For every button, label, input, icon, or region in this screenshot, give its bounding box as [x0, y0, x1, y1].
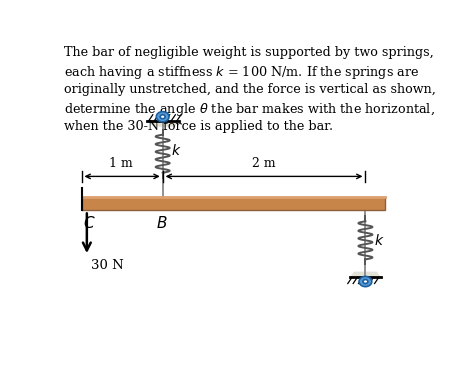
Text: determine the angle $\theta$ the bar makes with the horizontal,: determine the angle $\theta$ the bar mak… — [64, 101, 435, 118]
Text: The bar of negligible weight is supported by two springs,: The bar of negligible weight is supporte… — [64, 46, 434, 59]
Text: $C$: $C$ — [83, 215, 96, 231]
Text: $k$: $k$ — [374, 233, 384, 248]
Text: $B$: $B$ — [157, 215, 168, 231]
Text: 30 N: 30 N — [91, 259, 124, 272]
Text: 2 m: 2 m — [252, 157, 276, 170]
Polygon shape — [350, 272, 380, 277]
Text: $k$: $k$ — [172, 143, 182, 158]
Text: each having a stiffness $k$ = 100 N/m. If the springs are: each having a stiffness $k$ = 100 N/m. I… — [64, 64, 419, 81]
Circle shape — [160, 115, 165, 119]
Circle shape — [359, 276, 372, 287]
Bar — [81, 197, 385, 210]
Text: 1 m: 1 m — [109, 157, 133, 170]
Text: when the 30-N force is applied to the bar.: when the 30-N force is applied to the ba… — [64, 120, 333, 132]
Polygon shape — [147, 121, 178, 127]
Text: originally unstretched, and the force is vertical as shown,: originally unstretched, and the force is… — [64, 83, 436, 96]
Circle shape — [363, 280, 368, 283]
Circle shape — [157, 111, 169, 122]
